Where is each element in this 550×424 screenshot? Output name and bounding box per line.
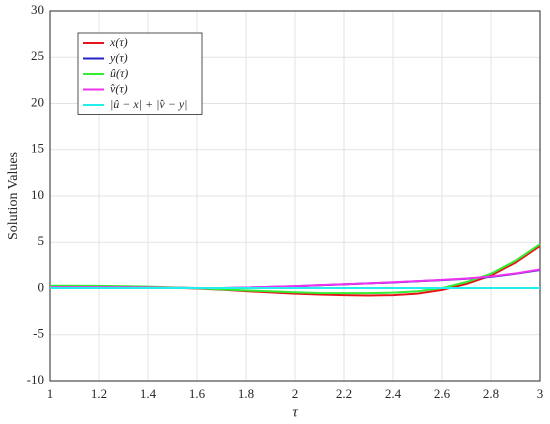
y-tick-label: -10 <box>27 372 44 387</box>
legend: x(τ)y(τ) û(τ)v̂(τ) |û − x| + |v̂ − y| <box>77 32 203 115</box>
x-tick-label: 2.6 <box>434 386 451 401</box>
y-tick-label: 0 <box>38 279 45 294</box>
x-tick-label: 2.2 <box>336 386 352 401</box>
legend-label: |û − x| + |v̂ − y| <box>110 97 187 111</box>
y-axis-label: Solution Values <box>6 152 21 240</box>
y-tick-label: 30 <box>31 2 44 17</box>
x-tick-label: 1.2 <box>91 386 107 401</box>
legend-label: y(τ) <box>109 50 128 64</box>
x-tick-label: 1.8 <box>238 386 254 401</box>
x-tick-label: 1.6 <box>189 386 206 401</box>
x-tick-label: 2.8 <box>483 386 499 401</box>
y-tick-label: 20 <box>31 94 44 109</box>
y-tick-label: 25 <box>31 48 44 63</box>
x-tick-label: 3 <box>537 386 544 401</box>
y-tick-label: 10 <box>31 187 44 202</box>
y-tick-label: 5 <box>38 233 45 248</box>
plot-frame <box>49 10 541 382</box>
x-tick-label: 2.4 <box>385 386 402 401</box>
y-tick-label: 15 <box>31 141 44 156</box>
y-tick-label: -5 <box>33 326 44 341</box>
x-axis-label: τ <box>292 404 298 420</box>
legend-label: û(τ) <box>110 66 128 80</box>
x-tick-label: 1 <box>47 386 54 401</box>
x-tick-label: 2 <box>292 386 299 401</box>
x-tick-label: 1.4 <box>140 386 157 401</box>
legend-label: v̂(τ) <box>110 81 128 95</box>
legend-label: x(τ) <box>109 35 128 49</box>
